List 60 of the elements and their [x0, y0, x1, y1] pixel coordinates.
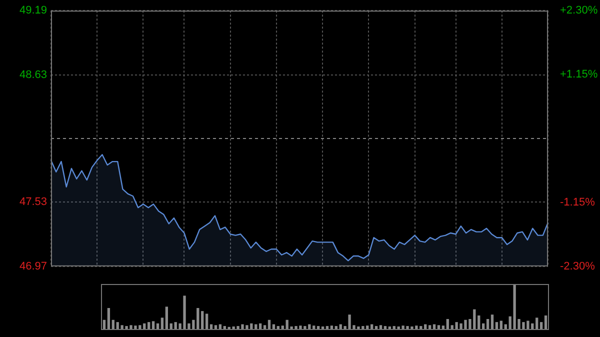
- bar: [424, 324, 427, 329]
- bar: [281, 326, 284, 329]
- bar: [544, 315, 548, 329]
- bar: [276, 326, 280, 329]
- bar: [102, 320, 106, 329]
- bar: [392, 326, 396, 329]
- bar: [428, 325, 432, 329]
- y-tick-label: 48.63: [19, 69, 47, 82]
- bar: [148, 322, 150, 329]
- bar: [214, 325, 218, 329]
- bar: [330, 326, 334, 329]
- bar: [482, 323, 485, 329]
- bar: [156, 323, 160, 329]
- bar: [446, 318, 449, 329]
- bar: [540, 322, 543, 329]
- bar: [500, 320, 502, 329]
- bar: [384, 326, 387, 329]
- bar: [205, 314, 208, 329]
- bar: [152, 321, 155, 329]
- bar: [379, 325, 382, 329]
- bar: [370, 324, 374, 329]
- bar: [366, 326, 369, 329]
- bar: [437, 325, 440, 329]
- bar: [374, 326, 378, 329]
- bar: [321, 326, 324, 329]
- bar: [272, 324, 276, 329]
- y-tick-label: 49.19: [19, 4, 47, 17]
- bar: [326, 326, 329, 329]
- y-tick-label: 47.53: [19, 196, 47, 208]
- bar: [490, 314, 494, 329]
- bar: [486, 318, 490, 329]
- bar: [432, 324, 436, 329]
- bar: [442, 326, 445, 329]
- bar: [210, 324, 213, 329]
- bar: [504, 324, 507, 329]
- y2-tick-label: +2.30%: [560, 4, 598, 17]
- bar: [223, 326, 226, 329]
- bar: [268, 320, 271, 329]
- bar: [334, 326, 338, 329]
- bar: [495, 322, 498, 329]
- bar: [107, 308, 110, 329]
- bar: [536, 318, 538, 329]
- bar: [201, 311, 204, 329]
- bar: [112, 320, 114, 329]
- bar: [312, 326, 316, 329]
- bar: [143, 323, 146, 329]
- bar: [388, 326, 391, 329]
- bar: [170, 323, 172, 329]
- y2-tick-label: +1.15%: [560, 68, 598, 81]
- bar: [254, 324, 258, 329]
- y2-tick-label: -1.15%: [560, 196, 596, 208]
- bar: [218, 324, 222, 329]
- bar: [160, 318, 164, 329]
- bar: [165, 306, 168, 329]
- bar: [259, 323, 262, 329]
- bar: [478, 315, 480, 329]
- y-tick-label: 46.97: [19, 260, 47, 272]
- bar: [263, 325, 266, 329]
- bar: [316, 326, 320, 329]
- y2-tick-label: -2.30%: [560, 260, 596, 272]
